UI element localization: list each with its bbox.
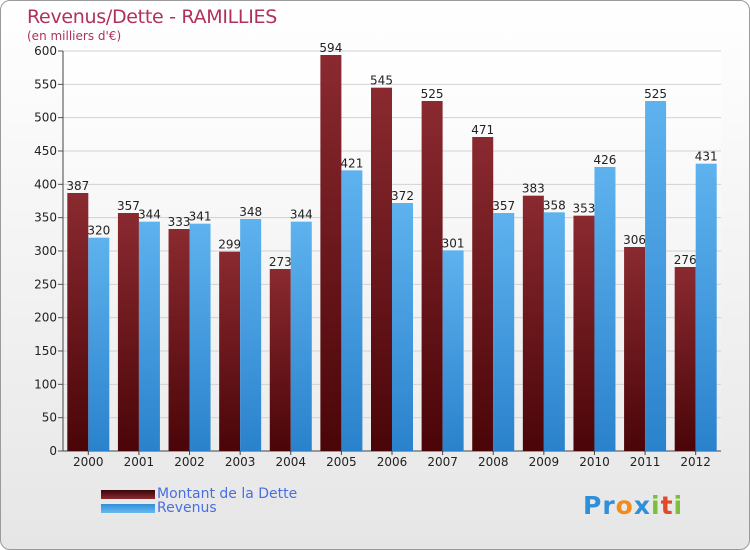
bar-dette — [421, 101, 443, 451]
data-label-dette: 387 — [66, 179, 89, 193]
data-label-dette: 333 — [168, 215, 191, 229]
x-tick-label: 2004 — [275, 455, 306, 469]
legend-item-revenus: Revenus — [101, 501, 297, 515]
bar-revenus — [645, 101, 667, 451]
logo-letter: t — [660, 491, 674, 520]
x-tick-label: 2005 — [326, 455, 357, 469]
bar-dette — [624, 247, 646, 451]
y-tick-label: 350 — [34, 211, 57, 225]
bar-revenus — [189, 223, 211, 451]
bar-dette — [117, 213, 139, 451]
data-label-revenus: 348 — [239, 205, 262, 219]
data-label-revenus: 344 — [138, 208, 161, 222]
x-tick-label: 2007 — [427, 455, 458, 469]
y-tick-label: 550 — [34, 77, 57, 91]
x-tick-label: 2003 — [225, 455, 256, 469]
y-tick-label: 500 — [34, 111, 57, 125]
bar-dette — [219, 251, 241, 451]
bar-revenus — [392, 203, 413, 451]
legend-label-dette: Montant de la Dette — [157, 486, 298, 502]
data-label-revenus: 431 — [695, 150, 718, 164]
data-label-dette: 299 — [218, 238, 241, 252]
logo-letter: x — [633, 491, 651, 520]
logo-letter: r — [602, 491, 616, 520]
bar-revenus — [341, 170, 363, 452]
logo-letter: P — [583, 491, 603, 520]
bar-dette — [573, 215, 595, 451]
data-label-revenus: 525 — [644, 87, 667, 101]
data-label-dette: 471 — [471, 123, 494, 137]
y-tick-label: 100 — [34, 377, 57, 391]
bar-revenus — [240, 219, 262, 451]
bar-revenus — [138, 221, 160, 451]
x-tick-label: 2011 — [630, 455, 661, 469]
x-tick-label: 2001 — [124, 455, 155, 469]
data-label-dette: 545 — [370, 74, 393, 88]
data-label-revenus: 426 — [594, 153, 617, 167]
data-label-revenus: 372 — [391, 189, 414, 203]
y-tick-label: 300 — [34, 244, 57, 258]
bar-dette — [269, 269, 291, 451]
x-tick-label: 2002 — [174, 455, 205, 469]
proxiti-logo: Proxiti — [583, 491, 683, 520]
bar-revenus — [493, 213, 515, 451]
data-label-revenus: 344 — [290, 208, 313, 222]
data-label-dette: 276 — [674, 253, 697, 267]
bar-revenus — [543, 212, 565, 451]
bar-dette — [320, 55, 342, 451]
y-tick-label: 600 — [34, 44, 57, 58]
x-tick-label: 2010 — [579, 455, 610, 469]
logo-letter: i — [673, 491, 684, 520]
y-tick-label: 150 — [34, 344, 57, 358]
bar-revenus — [695, 163, 717, 451]
data-label-revenus: 357 — [492, 199, 515, 213]
bar-revenus — [442, 250, 464, 451]
x-tick-label: 2000 — [73, 455, 104, 469]
chart-title: Revenus/Dette - RAMILLIES — [27, 6, 277, 28]
bar-revenus — [594, 167, 616, 451]
data-label-dette: 357 — [117, 199, 140, 213]
data-label-revenus: 358 — [543, 198, 566, 212]
y-tick-label: 400 — [34, 177, 57, 191]
data-label-revenus: 421 — [340, 156, 363, 170]
data-label-revenus: 341 — [189, 210, 212, 224]
legend-swatch-revenus — [101, 503, 155, 513]
bar-dette — [168, 229, 190, 451]
data-label-revenus: 301 — [442, 236, 465, 250]
bar-dette — [472, 137, 494, 451]
data-label-dette: 353 — [573, 202, 596, 216]
data-label-dette: 594 — [319, 41, 342, 55]
x-tick-label: 2009 — [529, 455, 560, 469]
y-tick-label: 450 — [34, 144, 57, 158]
x-tick-label: 2012 — [680, 455, 711, 469]
logo-letter: o — [615, 491, 634, 520]
bar-revenus — [290, 221, 312, 451]
legend-label-revenus: Revenus — [157, 500, 217, 516]
legend: Montant de la Dette Revenus — [101, 487, 297, 515]
legend-swatch-dette — [101, 489, 155, 499]
data-label-dette: 273 — [269, 255, 292, 269]
data-label-dette: 306 — [623, 233, 646, 247]
y-tick-label: 0 — [49, 444, 57, 458]
data-label-revenus: 320 — [87, 224, 110, 238]
y-tick-label: 250 — [34, 277, 57, 291]
y-tick-label: 200 — [34, 311, 57, 325]
y-tick-label: 50 — [42, 411, 57, 425]
bar-revenus — [88, 237, 110, 451]
bar-dette — [674, 267, 696, 451]
bar-dette — [67, 193, 89, 451]
data-label-dette: 525 — [421, 87, 444, 101]
data-label-dette: 383 — [522, 182, 545, 196]
bar-dette — [371, 87, 392, 452]
x-tick-label: 2006 — [377, 455, 408, 469]
x-tick-label: 2008 — [478, 455, 509, 469]
logo-letter: i — [651, 491, 661, 520]
chart-subtitle: (en milliers d'€) — [27, 29, 122, 43]
legend-item-dette: Montant de la Dette — [101, 487, 297, 501]
bar-dette — [522, 195, 544, 451]
